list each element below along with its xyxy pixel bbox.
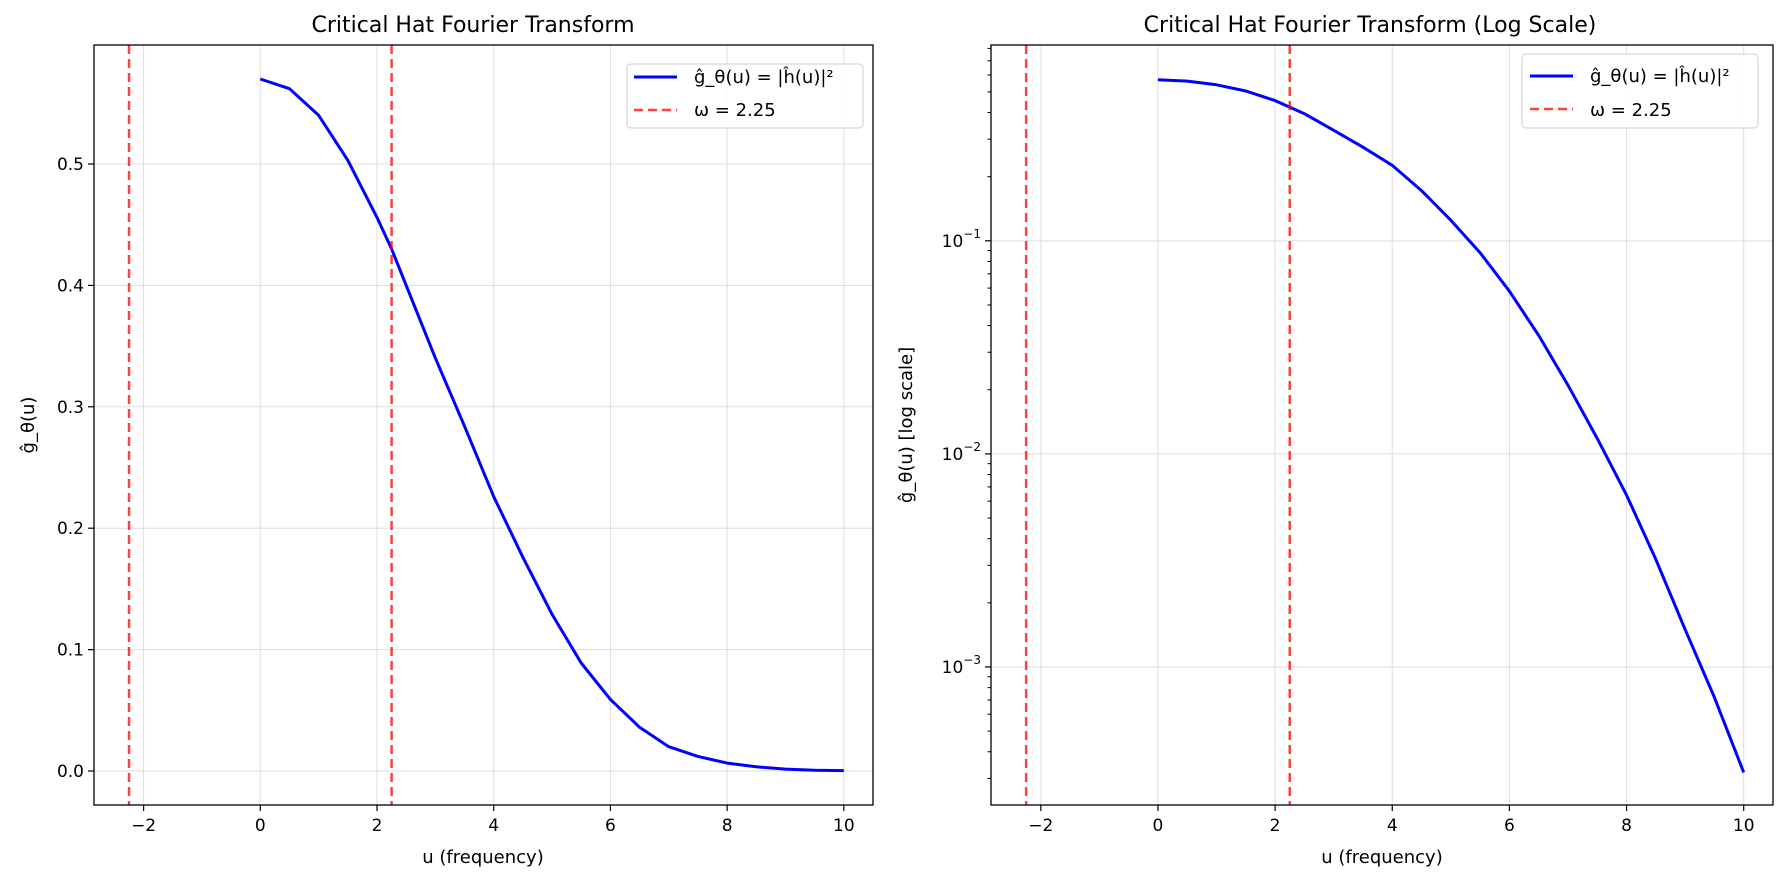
y-axis-label: ĝ_θ(u) xyxy=(18,397,39,454)
linear-chart: Critical Hat Fourier Transform −2 0 2 4 6 8 10… xyxy=(18,13,874,868)
x-tick-label: 10 xyxy=(1733,816,1755,836)
ticks: −2 0 2 4 6 8 10 10−3 10−2 10−1 xyxy=(942,47,1755,836)
x-tick-label: −2 xyxy=(131,816,156,836)
legend: ĝ_θ(u) = |ĥ(u)|² ω = 2.25 xyxy=(1521,53,1759,129)
legend-box xyxy=(1521,53,1759,129)
x-tick-label: 2 xyxy=(372,816,383,836)
y-tick-label: 0.5 xyxy=(57,155,84,175)
x-tick-label: 6 xyxy=(605,816,616,836)
y-tick-label: 0.0 xyxy=(57,762,84,782)
y-tick-label: 10−2 xyxy=(942,440,981,465)
y-tick-label: 0.4 xyxy=(57,276,84,296)
legend-entry-vline: ω = 2.25 xyxy=(694,100,776,121)
y-tick-label: 0.1 xyxy=(57,641,84,661)
x-tick-label: 4 xyxy=(488,816,499,836)
chart-title: Critical Hat Fourier Transform xyxy=(311,13,634,38)
legend: ĝ_θ(u) = |ĥ(u)|² ω = 2.25 xyxy=(626,63,864,129)
ticks: −2 0 2 4 6 8 10 0.0 0.1 0.2 0.3 0.4 0.5 xyxy=(57,155,855,836)
y-tick-label: 10−3 xyxy=(942,653,981,678)
y-tick-label: 0.3 xyxy=(57,398,84,418)
y-tick-label: 0.2 xyxy=(57,519,84,539)
axes-frame xyxy=(93,44,874,806)
x-axis-label: u (frequency) xyxy=(1321,847,1442,868)
y-axis-label: ĝ_θ(u) [log scale] xyxy=(896,347,917,503)
plot-area xyxy=(1024,45,1746,805)
series-line xyxy=(259,77,844,773)
x-tick-label: 0 xyxy=(255,816,266,836)
axes-frame xyxy=(990,44,1774,806)
x-tick-label: 8 xyxy=(722,816,733,836)
grid xyxy=(991,45,1773,805)
series-line xyxy=(1157,78,1746,773)
x-tick-label: 10 xyxy=(833,816,855,836)
chart-title: Critical Hat Fourier Transform (Log Scal… xyxy=(1144,13,1597,38)
x-tick-label: 4 xyxy=(1387,816,1398,836)
x-tick-label: 2 xyxy=(1270,816,1281,836)
legend-box xyxy=(626,63,864,129)
plot-area xyxy=(127,45,844,805)
x-tick-label: −2 xyxy=(1028,816,1053,836)
legend-entry-series: ĝ_θ(u) = |ĥ(u)|² xyxy=(1590,65,1730,87)
legend-entry-series: ĝ_θ(u) = |ĥ(u)|² xyxy=(694,66,834,88)
y-tick-label: 10−1 xyxy=(942,227,981,252)
x-tick-label: 8 xyxy=(1621,816,1632,836)
x-tick-label: 0 xyxy=(1153,816,1164,836)
log-chart: Critical Hat Fourier Transform (Log Scal… xyxy=(896,13,1774,868)
x-axis-label: u (frequency) xyxy=(422,847,543,868)
legend-entry-vline: ω = 2.25 xyxy=(1590,100,1672,121)
grid xyxy=(94,45,873,805)
x-tick-label: 6 xyxy=(1504,816,1515,836)
